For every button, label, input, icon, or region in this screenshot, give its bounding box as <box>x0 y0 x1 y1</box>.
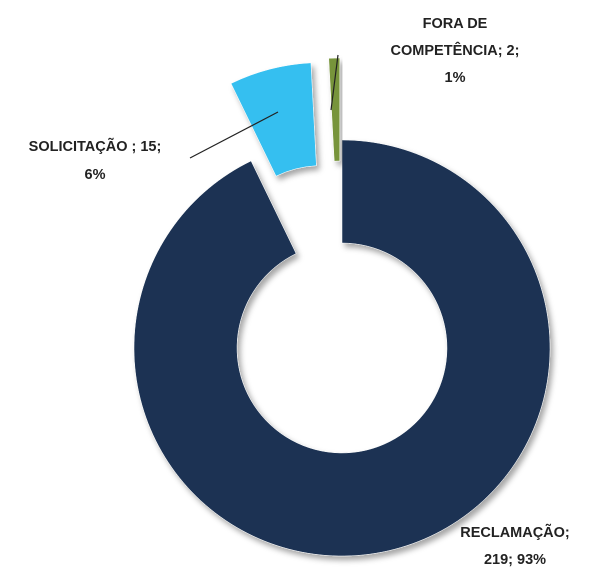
donut <box>133 57 551 557</box>
donut-segment <box>328 57 341 162</box>
data-label: COMPETÊNCIA; 2; <box>391 41 520 59</box>
donut-segment <box>230 62 317 177</box>
donut-segment <box>133 139 551 557</box>
data-label: SOLICITAÇÃO ; 15; <box>29 137 162 155</box>
leader-line <box>189 111 279 159</box>
data-label: 6% <box>85 167 106 183</box>
data-label: RECLAMAÇÃO; <box>460 523 570 541</box>
leader-line <box>330 54 339 111</box>
data-label: 1% <box>445 70 466 86</box>
labels: RECLAMAÇÃO; 219; 93% SOLICITAÇÃO ; 15; 6% FO… <box>29 16 570 568</box>
data-label: FORA DE <box>423 16 488 32</box>
data-label: 219; 93% <box>484 552 546 568</box>
